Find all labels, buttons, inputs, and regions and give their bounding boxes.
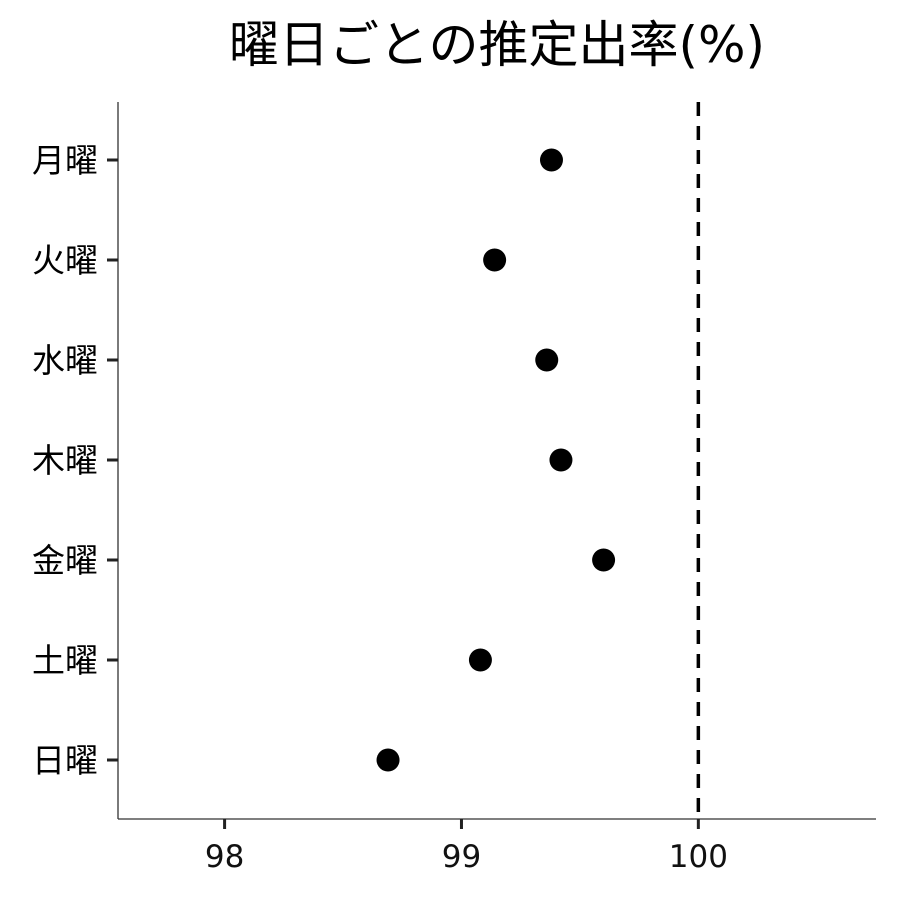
y-tick-label: 火曜 [32, 241, 98, 280]
data-point [483, 248, 507, 272]
data-points [376, 148, 616, 772]
y-tick-label: 月曜 [32, 141, 98, 180]
chart-title: 曜日ごとの推定出率(%) [229, 16, 765, 74]
y-tick-label: 土曜 [32, 641, 98, 680]
y-tick-label: 金曜 [32, 541, 98, 580]
data-point [376, 748, 400, 772]
y-tick-label: 水曜 [32, 341, 98, 380]
data-point [592, 548, 616, 572]
x-tick-label: 99 [442, 839, 481, 875]
x-tick-label: 100 [669, 839, 728, 875]
y-tick-label: 日曜 [32, 741, 98, 780]
y-tick-label: 木曜 [32, 441, 98, 480]
x-tick-label: 98 [205, 839, 244, 875]
data-point [535, 348, 559, 372]
data-point [539, 148, 563, 172]
data-point [468, 648, 492, 672]
data-point [549, 448, 573, 472]
